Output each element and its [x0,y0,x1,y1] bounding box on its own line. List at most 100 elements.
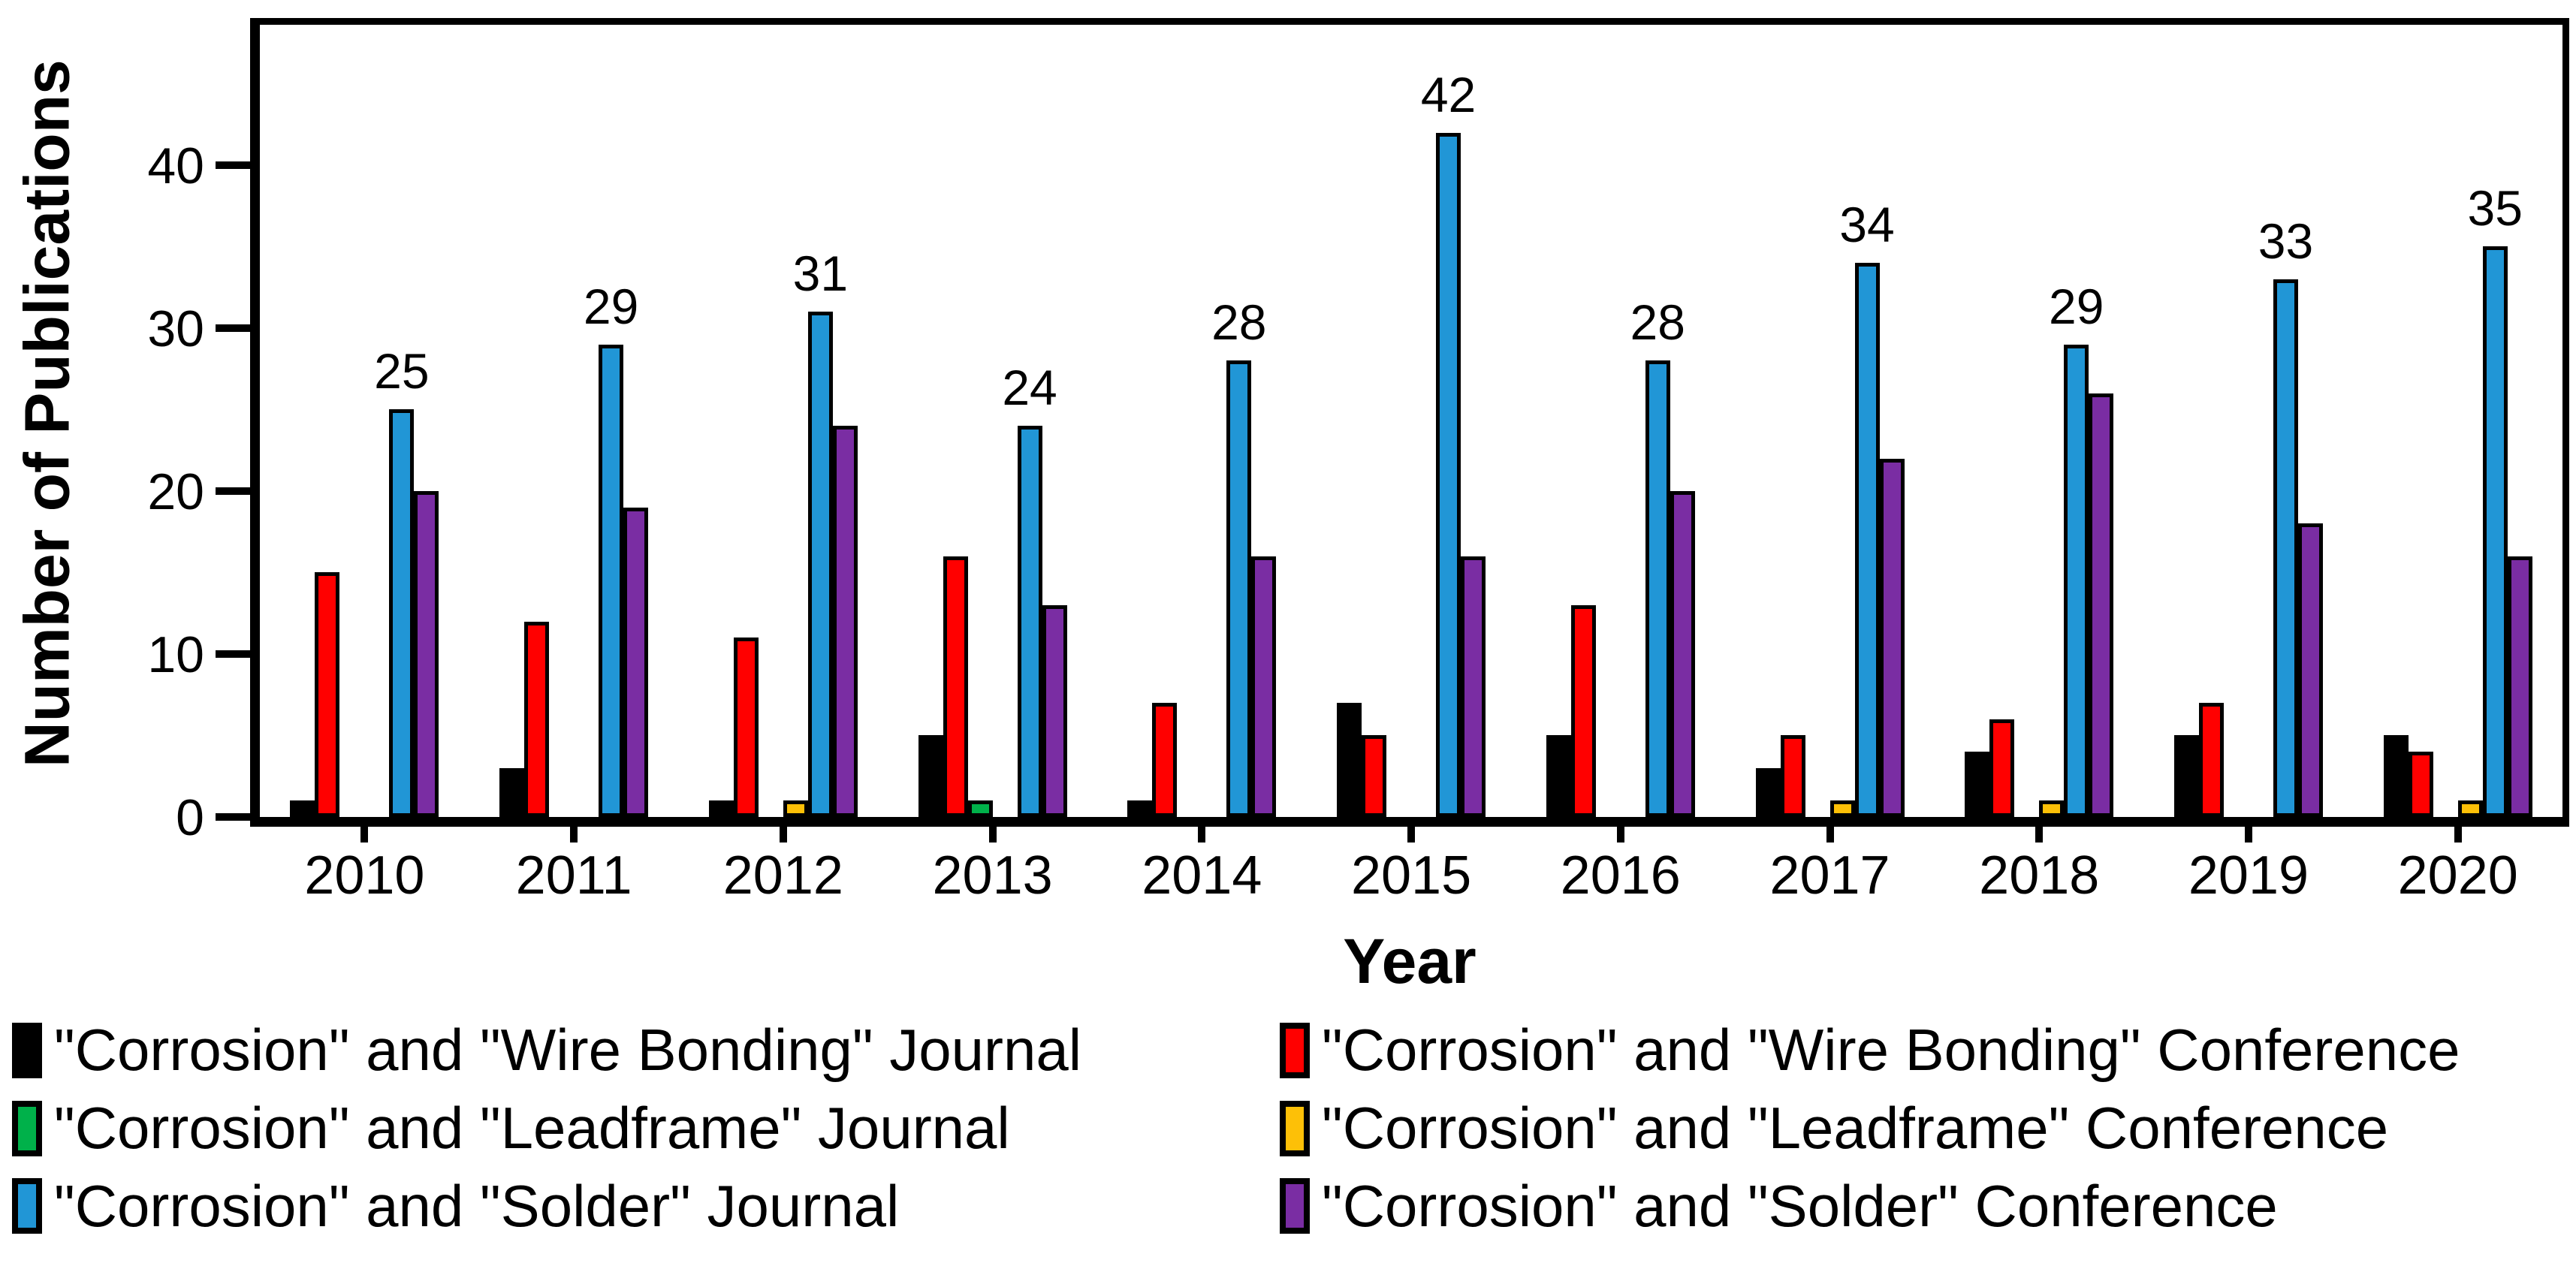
y-tick-label: 40 [147,137,204,194]
bar-series5-2014 [1251,556,1277,817]
bar-slot [1570,605,1596,817]
x-tick-label-2011: 2011 [515,846,632,906]
bar-slot: 24 [1002,363,1057,817]
y-tick-label: 10 [147,626,204,683]
bar-slot [2507,556,2532,817]
legend-item-2: "Corrosion" and "Leadframe" Journal [12,1096,1280,1161]
bar-series1-2014 [1152,703,1178,817]
legend-label: "Corrosion" and "Wire Bonding" Conferenc… [1322,1017,2460,1083]
bar-slot: 25 [374,346,430,817]
bar-series3-2020 [2457,800,2483,817]
bar-slot [1755,768,1781,817]
bar-slot [733,638,759,817]
bar-slot: 28 [1211,297,1267,817]
bar-slot [1127,800,1153,817]
bar-slot [623,508,649,817]
bar-series5-2018 [2089,393,2114,817]
bar-slot [2383,735,2409,817]
bar-series0-2010 [290,800,315,817]
bar-series5-2015 [1461,556,1486,817]
bar-series3-2018 [2039,800,2065,817]
legend-label: "Corrosion" and "Leadframe" Conference [1322,1094,2389,1161]
bar-slot: 28 [1630,297,1685,817]
x-tick-mark [570,817,578,843]
bar-slot [1152,703,1178,817]
legend-swatch-icon [12,1178,42,1234]
x-tick-label-2012: 2012 [722,846,843,906]
year-group-2013: 24 2013 [888,25,1097,903]
data-label-2013: 24 [1002,360,1057,415]
bar-series5-2019 [2297,523,2323,817]
data-label-2018: 29 [2049,279,2104,334]
bar-slot [2457,800,2483,817]
bar-series0-2016 [1546,735,1571,817]
legend-swatch-icon [1280,1100,1310,1156]
bar-series0-2019 [2173,735,2199,817]
legend-item-3: "Corrosion" and "Leadframe" Conference [1280,1096,2565,1161]
bar-slot [1670,491,1695,817]
bar-slot [2198,703,2224,817]
legend: "Corrosion" and "Wire Bonding" Journal "C… [12,1017,2565,1239]
y-tick-mark [216,813,250,821]
data-label-2012: 31 [792,246,849,301]
bar-series0-2018 [1965,752,1990,817]
year-group-2020: 35 2020 [2353,25,2562,903]
bar-series1-2013 [943,556,968,817]
legend-swatch-icon [12,1100,42,1156]
bar-slot [1879,459,1905,817]
bar-series4-2013 [1017,426,1042,817]
bar-series0-2012 [708,800,734,817]
data-label-2011: 29 [583,279,639,334]
bar-series4-2016 [1645,360,1670,817]
bar-series1-2015 [1362,735,1387,817]
x-tick-mark [1407,817,1416,843]
data-label-2016: 28 [1630,294,1685,350]
bar-slot: 34 [1839,200,1895,817]
y-tick-label: 30 [147,300,204,357]
bar-slot [2173,735,2199,817]
bar-series2-2013 [967,800,993,817]
legend-swatch-icon [12,1022,42,1078]
y-tick-mark [216,650,250,658]
x-tick-label-2016: 2016 [1560,846,1681,906]
x-tick-mark [779,817,787,843]
data-label-2010: 25 [374,343,430,399]
bar-slot [524,622,550,817]
bar-slot: 29 [584,282,638,817]
year-group-2016: 28 2016 [1516,25,1725,903]
bar-slot [1042,605,1067,817]
bar-series0-2017 [1755,768,1781,817]
x-tick-label-2014: 2014 [1142,846,1262,906]
bar-slot [1965,752,1990,817]
bar-series5-2016 [1670,491,1695,817]
bar-slot [499,768,525,817]
x-tick-label-2020: 2020 [2397,846,2518,906]
bar-slot [1362,735,1387,817]
bar-series3-2017 [1829,800,1855,817]
bar-slot [414,491,439,817]
bar-series1-2019 [2198,703,2224,817]
x-tick-mark [2244,817,2252,843]
x-tick-mark [1826,817,1834,843]
legend-label: "Corrosion" and "Leadframe" Journal [54,1094,1010,1161]
bar-series1-2011 [524,622,550,817]
legend-item-1: "Corrosion" and "Wire Bonding" Conferenc… [1280,1017,2565,1083]
bar-slot [967,800,993,817]
legend-item-5: "Corrosion" and "Solder" Conference [1280,1174,2565,1239]
bar-series3-2012 [783,800,808,817]
bar-series4-2018 [2064,345,2089,817]
bar-slot [943,556,968,817]
bar-series0-2014 [1127,800,1153,817]
bar-series4-2019 [2273,279,2298,817]
bar-series5-2011 [623,508,649,817]
bar-slot [918,735,943,817]
bar-slot: 29 [2049,282,2104,817]
y-tick-label: 0 [176,789,204,846]
bar-series5-2013 [1042,605,1067,817]
y-tick-label: 20 [147,463,204,520]
bar-slot: 42 [1421,70,1476,817]
bar-slot [1546,735,1571,817]
x-tick-label-2018: 2018 [1979,846,2100,906]
bar-slot [1461,556,1486,817]
